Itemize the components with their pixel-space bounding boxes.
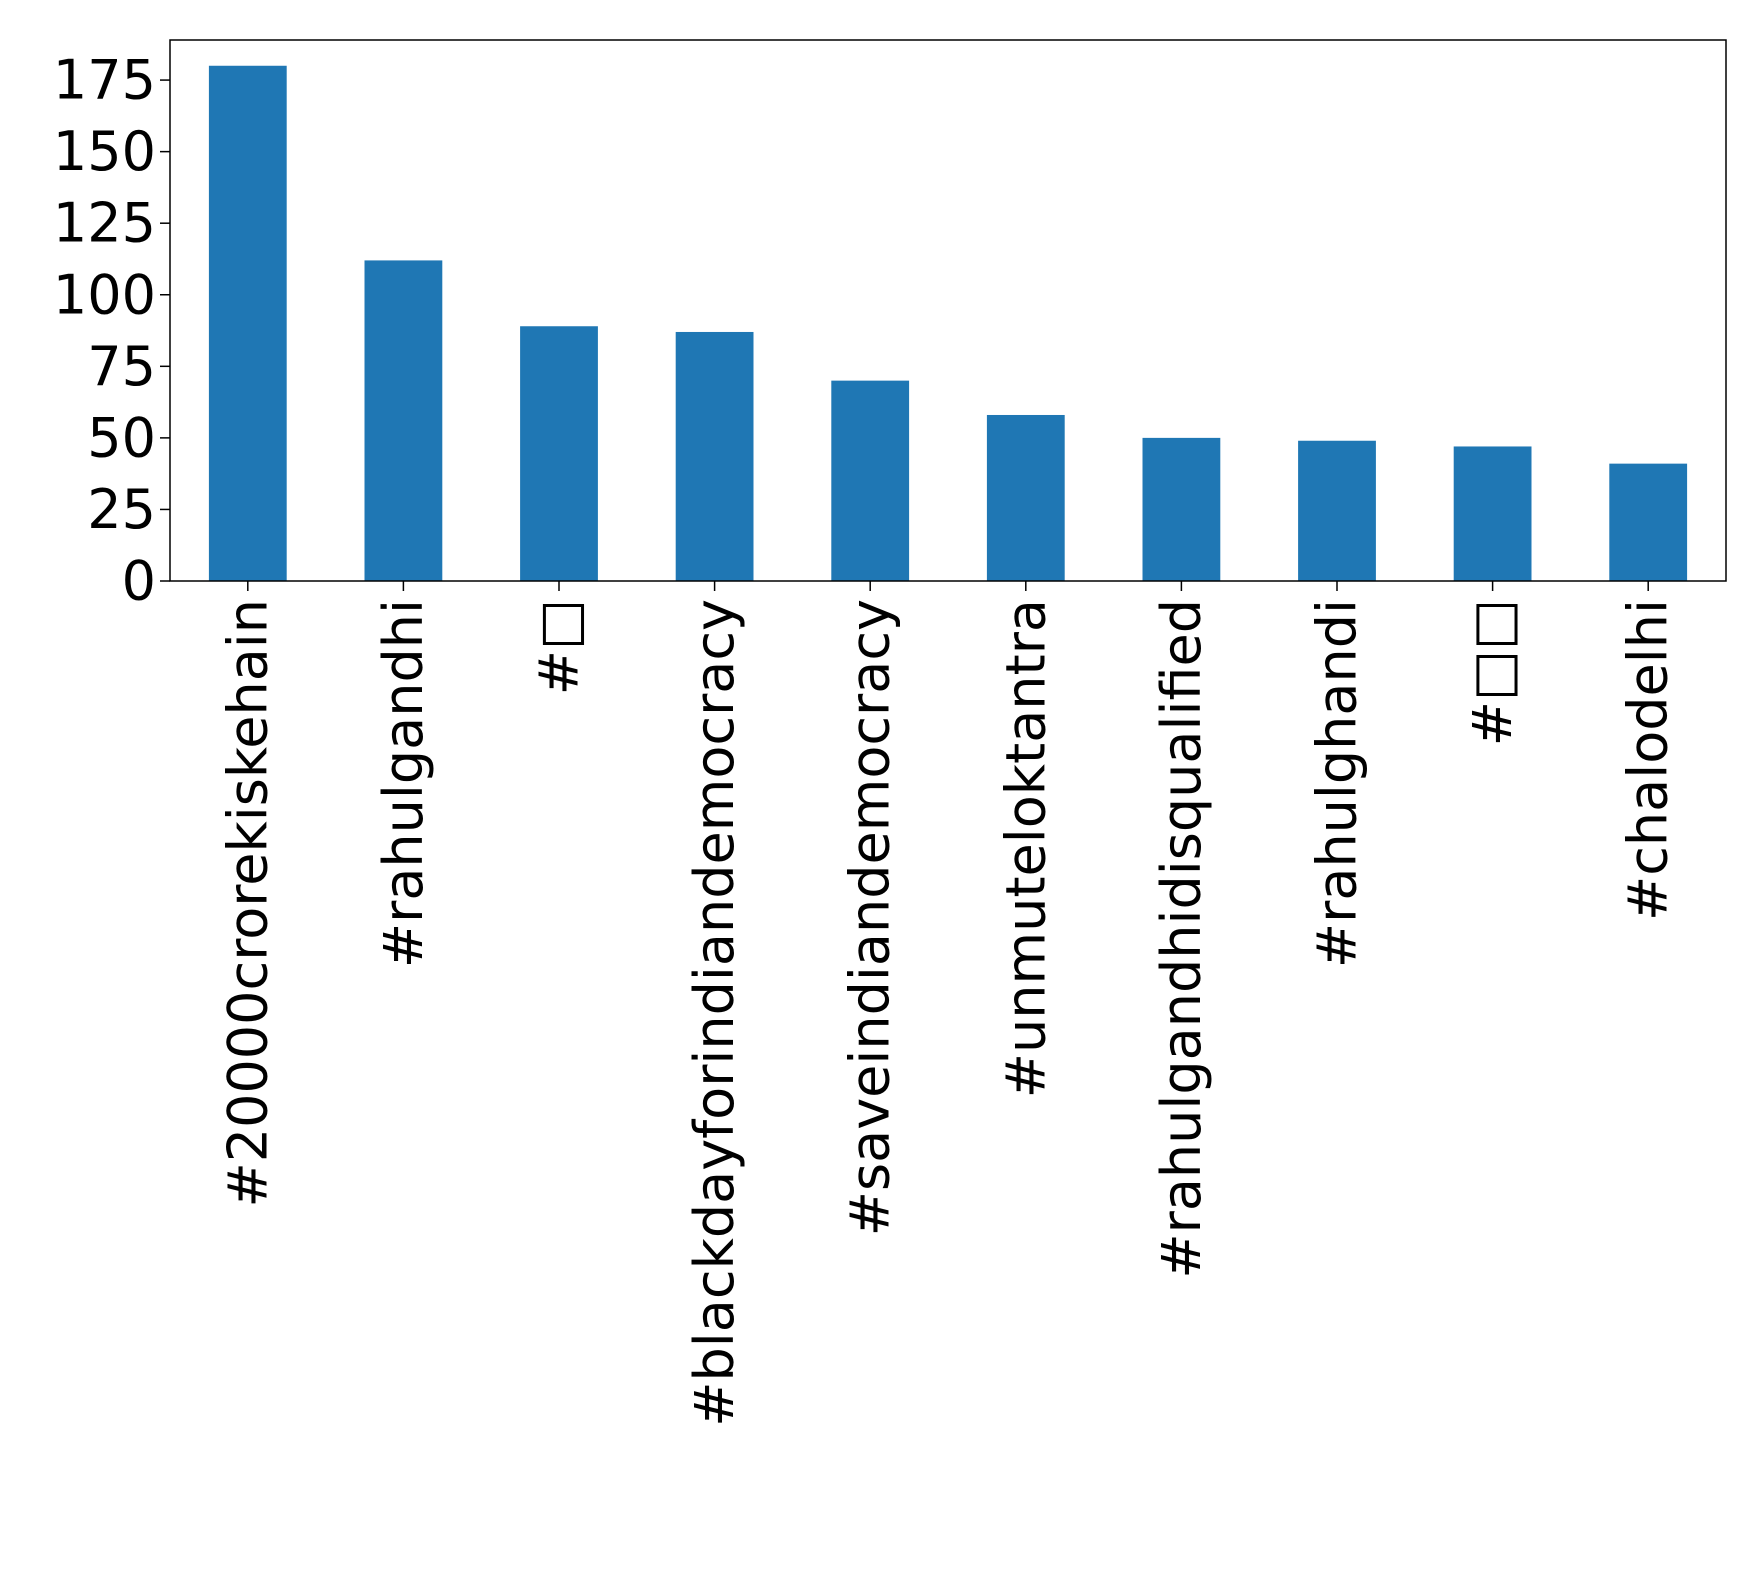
bar (520, 326, 598, 581)
bar (1298, 440, 1376, 581)
y-axis: 0 25 50 75 100 125 150 175 (53, 49, 170, 613)
x-tick-label: #saveindiandemocracy (839, 599, 902, 1236)
x-tick-label: #□ (528, 599, 591, 695)
bar (831, 380, 910, 581)
y-tick-label: 125 (53, 192, 156, 255)
x-tick-label: #□□ (1461, 599, 1524, 746)
bar (1609, 463, 1688, 581)
bar (1453, 446, 1532, 581)
y-tick-label: 50 (87, 406, 156, 469)
x-tick-label: #rahulghandi (1306, 599, 1369, 968)
y-tick-label: 0 (122, 550, 156, 613)
bars-layer (208, 65, 1688, 581)
x-tick-label: #rahulgandhi (372, 599, 435, 968)
x-tick-label: #unmuteloktantra (994, 599, 1057, 1098)
y-tick-label: 150 (53, 120, 156, 183)
x-axis: #20000crorekiskehain #rahulgandhi #□ #black… (216, 581, 1680, 1427)
x-tick-label: #chalodelhi (1617, 599, 1680, 921)
bar (675, 331, 754, 581)
bar (1142, 437, 1221, 581)
y-tick-label: 100 (53, 263, 156, 326)
bar (208, 65, 287, 581)
y-tick-label: 75 (87, 335, 156, 398)
bar (364, 260, 443, 581)
plot-frame (169, 39, 1727, 582)
y-tick-label: 175 (53, 49, 156, 112)
bar (986, 414, 1065, 581)
x-tick-label: #blackdayforindiandemocracy (683, 599, 746, 1427)
x-tick-label: #20000crorekiskehain (216, 599, 279, 1208)
x-tick-label: #rahulgandhidisqualified (1150, 599, 1213, 1279)
y-tick-label: 25 (87, 478, 156, 541)
